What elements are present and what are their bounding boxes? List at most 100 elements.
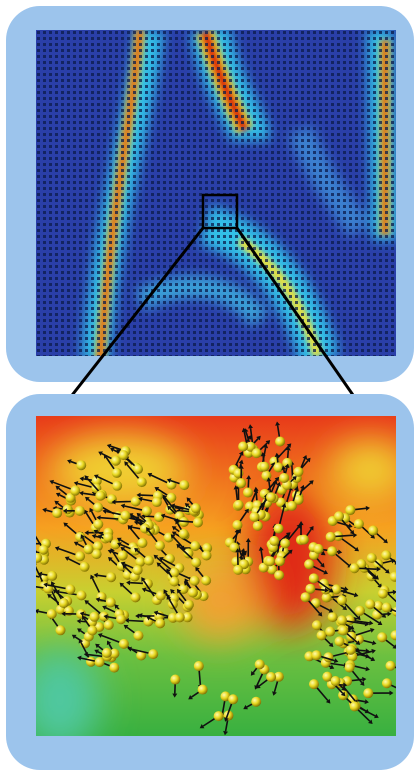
particle xyxy=(39,545,49,555)
particle xyxy=(275,436,285,446)
particle xyxy=(179,529,189,539)
particle xyxy=(106,572,116,582)
particle xyxy=(190,576,200,586)
particle xyxy=(70,486,80,496)
particle xyxy=(133,565,143,575)
particle xyxy=(243,488,253,498)
particle xyxy=(255,659,265,669)
particle xyxy=(269,536,279,546)
particle xyxy=(305,584,315,594)
particle xyxy=(87,626,97,636)
particle xyxy=(104,620,114,630)
particle xyxy=(346,645,356,655)
particle xyxy=(118,550,128,560)
particle xyxy=(175,612,185,622)
particle xyxy=(313,544,323,554)
particle xyxy=(382,602,392,612)
particle xyxy=(249,512,259,522)
particle xyxy=(266,672,276,682)
particle xyxy=(251,697,261,707)
particle xyxy=(154,512,164,522)
particle xyxy=(112,468,122,478)
particle xyxy=(191,557,201,567)
particle xyxy=(378,589,388,599)
particle xyxy=(325,627,335,637)
particle xyxy=(75,506,85,516)
particle xyxy=(386,661,396,671)
page: (() => { const data = JSON.parse(documen… xyxy=(0,0,420,774)
particle xyxy=(331,584,341,594)
particle xyxy=(56,625,66,635)
particle xyxy=(80,562,90,572)
particle xyxy=(130,592,140,602)
particle xyxy=(293,467,303,477)
particle xyxy=(327,546,337,556)
particle xyxy=(201,550,211,560)
particle xyxy=(309,573,319,583)
particle xyxy=(75,551,85,561)
particle xyxy=(233,565,243,575)
particle xyxy=(89,612,99,622)
particle xyxy=(76,460,86,470)
particle xyxy=(363,688,373,698)
particle xyxy=(116,614,126,624)
particle xyxy=(330,676,340,686)
particle xyxy=(309,679,319,689)
particle xyxy=(137,477,147,487)
particle xyxy=(95,491,105,501)
particle xyxy=(334,511,344,521)
particle xyxy=(344,663,354,673)
particle xyxy=(59,598,69,608)
particle xyxy=(109,663,119,673)
particle xyxy=(214,711,224,721)
particle xyxy=(377,632,387,642)
particle xyxy=(287,501,297,511)
particle xyxy=(193,517,203,527)
particle xyxy=(312,650,322,660)
particle xyxy=(234,500,244,510)
particle xyxy=(155,541,165,551)
particle xyxy=(252,448,262,458)
particle xyxy=(106,597,116,607)
particle xyxy=(112,481,122,491)
particle xyxy=(142,506,152,516)
particle xyxy=(169,576,179,586)
particle xyxy=(273,462,283,472)
particle xyxy=(236,478,246,488)
particle xyxy=(299,535,309,545)
particle xyxy=(280,538,290,548)
particle xyxy=(198,685,208,695)
particle xyxy=(65,584,75,594)
particle xyxy=(228,694,238,704)
particle xyxy=(317,630,327,640)
particle xyxy=(95,657,105,667)
particle xyxy=(279,473,289,483)
particle-view xyxy=(19,416,417,750)
particle xyxy=(170,675,180,685)
particle xyxy=(337,615,347,625)
particle xyxy=(304,559,314,569)
particle xyxy=(266,492,276,502)
particle xyxy=(137,538,147,548)
particle xyxy=(93,502,103,512)
particle xyxy=(232,520,242,530)
particle xyxy=(119,639,129,649)
particle xyxy=(328,612,338,622)
particle xyxy=(179,480,189,490)
particle xyxy=(312,620,322,630)
particle xyxy=(338,626,348,636)
particle xyxy=(201,576,211,586)
particle xyxy=(259,462,269,472)
particle xyxy=(76,590,86,600)
particle xyxy=(184,600,194,610)
particle xyxy=(345,505,355,515)
heatmap-grid xyxy=(36,30,396,356)
particle xyxy=(382,678,392,688)
figure xyxy=(0,0,420,774)
particle xyxy=(238,441,248,451)
particle xyxy=(191,503,201,513)
particle xyxy=(84,544,94,554)
particle xyxy=(274,570,284,580)
particle xyxy=(188,588,198,598)
particle xyxy=(337,595,347,605)
